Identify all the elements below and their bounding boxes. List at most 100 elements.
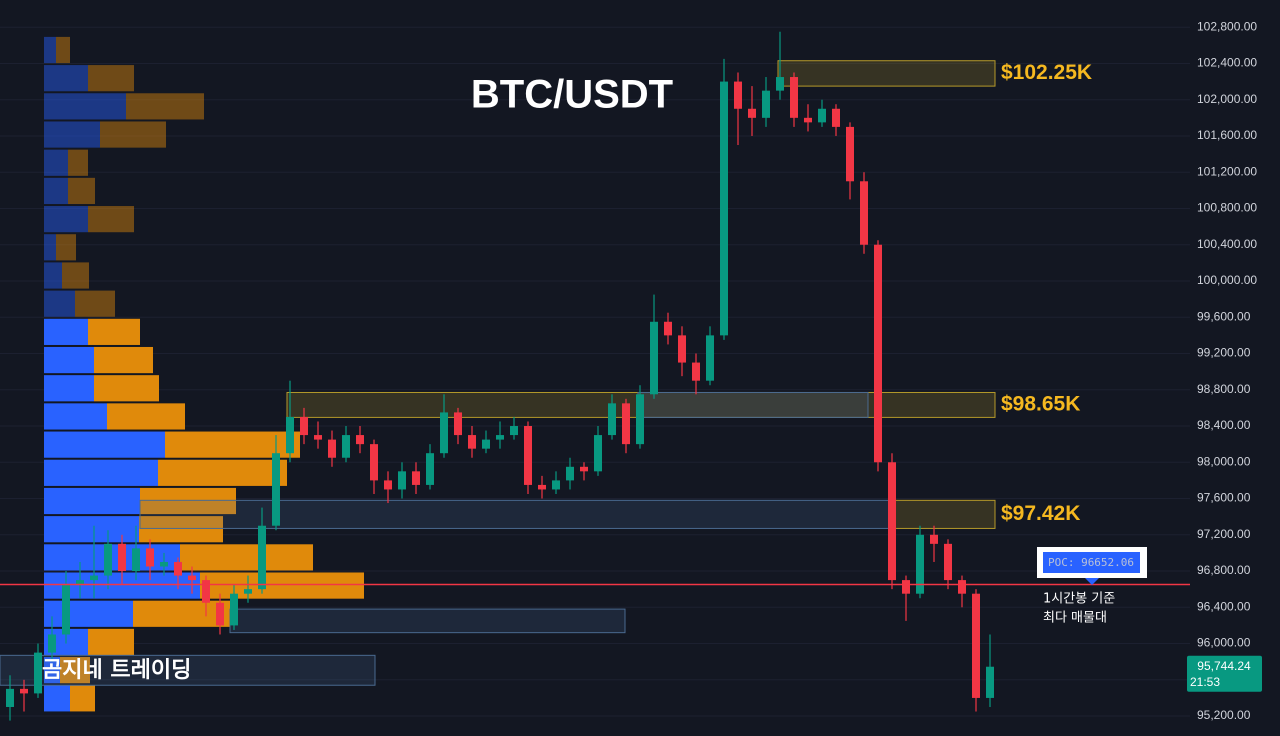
- candle-body: [482, 439, 490, 449]
- y-tick-label: 98,000.00: [1197, 454, 1251, 468]
- candle-body: [972, 593, 980, 698]
- profile-buy-bar: [44, 65, 88, 92]
- candle-body: [888, 462, 896, 581]
- profile-sell-bar: [56, 234, 76, 261]
- candle-body: [790, 77, 798, 118]
- profile-buy-bar: [44, 403, 107, 430]
- zone-box: [0, 654, 376, 686]
- zone-label: $98.65K: [1001, 392, 1080, 415]
- profile-buy-bar: [44, 262, 62, 289]
- profile-sell-bar: [126, 93, 204, 120]
- y-tick-label: 102,800.00: [1197, 19, 1257, 33]
- profile-sell-bar: [70, 685, 95, 712]
- poc-note: 1시간봉 기준: [1043, 592, 1115, 607]
- poc-note: 최다 매물대: [1043, 611, 1107, 626]
- poc-label-box: [1043, 552, 1140, 573]
- y-tick-label: 96,800.00: [1197, 563, 1251, 577]
- profile-sell-bar: [68, 149, 88, 176]
- y-tick-label: 99,600.00: [1197, 309, 1251, 323]
- profile-buy-bar: [44, 600, 133, 627]
- candle-body: [916, 534, 924, 594]
- candle-body: [104, 543, 112, 576]
- candles: [6, 31, 994, 721]
- poc-label-pointer: [1085, 578, 1099, 585]
- candle-body: [692, 362, 700, 381]
- candle-body: [174, 561, 182, 576]
- profile-buy-bar: [44, 149, 68, 176]
- candle-body: [566, 466, 574, 481]
- zone-box: [777, 60, 996, 87]
- candle-body: [356, 435, 364, 445]
- profile-sell-bar: [88, 318, 140, 345]
- candle-body: [6, 688, 14, 707]
- candle-body: [510, 426, 518, 436]
- zone-label: $102.25K: [1001, 61, 1092, 84]
- poc-label: POC: 96652.06: [1048, 556, 1134, 569]
- profile-buy-bar: [44, 459, 158, 486]
- candle-body: [958, 580, 966, 594]
- profile-sell-bar: [94, 346, 153, 374]
- candle-body: [496, 435, 504, 440]
- candle-body: [328, 439, 336, 458]
- candle-body: [650, 321, 658, 395]
- candle-body: [622, 403, 630, 445]
- last-price-label: 95,744.24: [1197, 659, 1251, 673]
- profile-sell-bar: [56, 36, 70, 64]
- candle-body: [608, 403, 616, 436]
- candle-body: [412, 471, 420, 485]
- candle-body: [664, 321, 672, 336]
- candle-body: [734, 81, 742, 109]
- profile-sell-bar: [100, 121, 166, 148]
- candle-body: [230, 593, 238, 626]
- candle-body: [538, 484, 546, 490]
- y-tick-label: 100,000.00: [1197, 273, 1257, 287]
- profile-buy-bar: [44, 346, 94, 374]
- candle-body: [762, 90, 770, 118]
- candle-body: [48, 634, 56, 653]
- candle-body: [678, 335, 686, 363]
- candle-body: [440, 412, 448, 454]
- candle-body: [902, 580, 910, 594]
- candle-body: [160, 561, 168, 567]
- candle-body: [146, 548, 154, 567]
- profile-buy-bar: [44, 431, 165, 458]
- profile-buy-bar: [44, 657, 60, 684]
- candle-body: [468, 435, 476, 449]
- candle-body: [188, 575, 196, 581]
- candle-body: [286, 416, 294, 454]
- candle-body: [580, 466, 588, 472]
- profile-buy-bar: [44, 234, 56, 261]
- candle-body: [370, 444, 378, 481]
- last-price-badge: [1187, 655, 1262, 692]
- profile-sell-bar: [94, 375, 159, 402]
- candle-body: [454, 412, 462, 436]
- profile-sell-bar: [75, 290, 115, 317]
- profile-sell-bar: [60, 657, 90, 684]
- profile-buy-bar: [44, 93, 126, 120]
- y-tick-label: 102,000.00: [1197, 92, 1257, 106]
- candle-body: [986, 666, 994, 698]
- candle-body: [804, 117, 812, 123]
- profile-buy-bar: [44, 121, 100, 148]
- profile-sell-bar: [68, 177, 95, 205]
- y-tick-label: 96,400.00: [1197, 599, 1251, 613]
- candle-body: [874, 244, 882, 463]
- candle-body: [930, 534, 938, 544]
- profile-buy-bar: [44, 318, 88, 345]
- profile-sell-bar: [88, 628, 134, 656]
- candle-body: [258, 525, 266, 590]
- profile-buy-bar: [44, 487, 140, 515]
- profile-sell-bar: [200, 572, 364, 599]
- candle-body: [720, 81, 728, 336]
- profile-buy-bar: [44, 36, 56, 64]
- profile-buy-bar: [44, 516, 139, 543]
- candle-body: [776, 77, 784, 91]
- chart-title: BTC/USDT: [471, 73, 673, 117]
- profile-buy-bar: [44, 375, 94, 402]
- profile-sell-bar: [140, 487, 236, 515]
- y-tick-label: 95,200.00: [1197, 708, 1251, 722]
- profile-sell-bar: [180, 544, 313, 571]
